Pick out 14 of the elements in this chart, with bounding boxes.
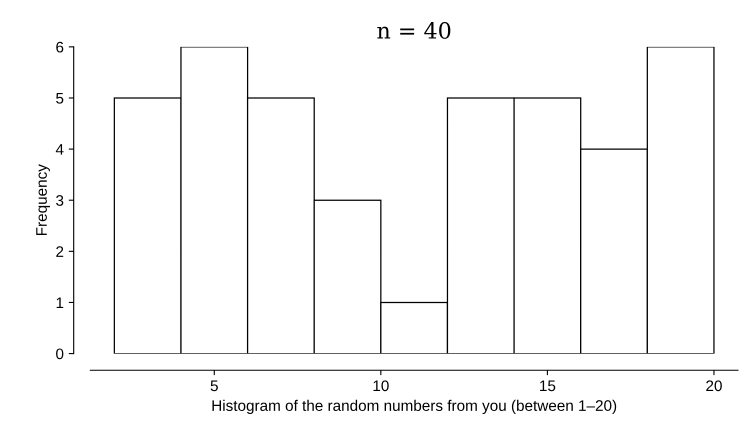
y-axis-title: Frequency [36,164,50,236]
y-tick-label: 4 [56,144,64,155]
y-tick-label: 1 [56,297,64,308]
x-axis-title: Histogram of the random numbers from you (between 1–20) [212,400,616,414]
x-tick-label: 5 [210,380,218,392]
x-tick-label: 10 [374,380,389,392]
x-tick-label: 20 [706,380,722,392]
y-tick-label: 2 [56,246,64,257]
x-tick-label: 15 [540,380,556,392]
y-tick-label: 0 [56,348,64,360]
chart-title: n = 40 [377,22,450,39]
y-tick-label: 5 [56,93,64,104]
y-tick-label: 6 [56,42,64,53]
y-tick-label: 3 [56,195,64,206]
